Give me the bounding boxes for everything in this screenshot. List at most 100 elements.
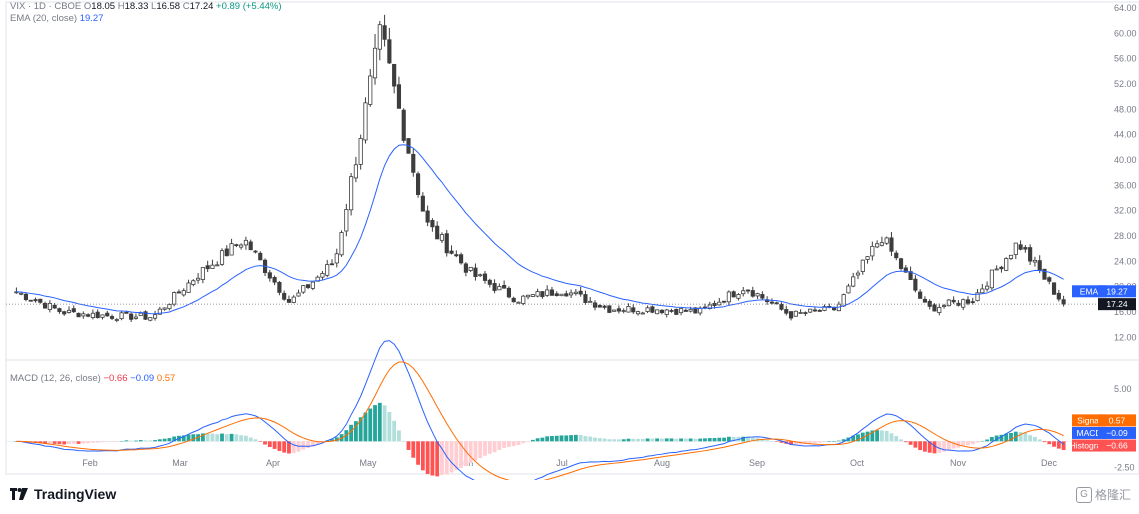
histogram-bar	[1028, 435, 1033, 442]
candle-body	[181, 290, 186, 296]
open-value: 18.05	[91, 1, 116, 12]
candle-body	[143, 311, 148, 320]
histogram-bar	[52, 441, 57, 444]
candle-body	[573, 291, 578, 294]
candle-body	[808, 308, 813, 313]
histogram-bar	[172, 436, 177, 442]
histogram-bar	[731, 436, 736, 442]
candle-body	[564, 293, 569, 297]
histogram-bar	[951, 441, 956, 449]
histogram-bar	[894, 436, 899, 442]
candle-body	[28, 299, 33, 302]
candle-body	[306, 284, 311, 288]
candle-body	[583, 294, 588, 303]
candle-body	[90, 312, 95, 318]
candle-body	[530, 294, 535, 297]
histogram-bar	[588, 436, 593, 442]
histogram-bar	[282, 441, 287, 453]
histogram-bar	[875, 430, 880, 442]
candle-body	[234, 244, 239, 247]
candle-body	[803, 312, 808, 314]
histogram-bar	[626, 438, 631, 442]
candle-body	[430, 220, 435, 228]
histogram-bar	[310, 441, 315, 447]
candle-body	[650, 306, 655, 313]
candle-body	[927, 300, 932, 307]
histogram-bar	[550, 435, 554, 442]
candle-body	[855, 272, 861, 276]
tradingview-logo-icon	[10, 488, 28, 500]
macd-line	[16, 340, 1064, 480]
histogram-bar	[1052, 441, 1056, 447]
histogram-bar	[521, 441, 526, 444]
candle-body	[607, 305, 612, 313]
histogram-bar	[430, 441, 435, 476]
candle-body	[588, 300, 593, 303]
histogram-bar	[205, 433, 210, 442]
histogram-bar	[554, 435, 559, 442]
histogram-bar	[765, 440, 770, 442]
histogram-bar	[483, 441, 487, 456]
price-axis-tick: 16.00	[1114, 307, 1137, 317]
histogram-bar	[760, 439, 765, 442]
tradingview-logo[interactable]: TradingView	[10, 486, 116, 502]
macd-badge-name: MACD	[1076, 428, 1101, 438]
histogram-bar	[621, 439, 626, 442]
candle-body	[329, 263, 335, 266]
histogram-bar	[353, 421, 358, 442]
price-legend: VIX · 1D · CBOE O18.05 H18.33 L16.58 C17…	[10, 1, 282, 12]
signal-line	[16, 361, 1064, 480]
candle-body	[76, 312, 81, 318]
candle-body	[903, 267, 908, 273]
histogram-bar	[645, 438, 650, 442]
histogram-bar	[636, 438, 640, 442]
histogram-bar	[76, 441, 81, 444]
candle-body	[1028, 247, 1033, 262]
histogram-bar	[334, 437, 339, 442]
histogram-bar	[440, 441, 444, 475]
histogram-bar	[927, 441, 932, 453]
chart-canvas[interactable]: 64.00 60.00 56.00 52.00 48.00 44.00 40.00 36.00…	[0, 0, 1139, 480]
histogram-bar	[95, 441, 100, 443]
histogram-bar	[841, 439, 846, 442]
candle-body	[932, 304, 937, 312]
histogram-bar	[578, 434, 583, 442]
histogram-bar	[224, 434, 229, 442]
candle-body	[659, 309, 665, 314]
histogram-bar	[1042, 441, 1047, 443]
macd-legend: MACD (12, 26, close) −0.66 −0.09 0.57	[10, 373, 175, 384]
candle-body	[172, 292, 177, 305]
histogram-bar	[860, 432, 865, 442]
histogram-bar	[267, 441, 272, 448]
candle-body	[301, 285, 306, 293]
histogram-bar	[980, 440, 985, 442]
price-badge-bg	[1098, 298, 1136, 311]
candle-body	[621, 310, 626, 312]
candle-body	[114, 319, 119, 321]
candle-body	[511, 297, 516, 303]
histogram-bar	[545, 436, 550, 442]
candle-body	[750, 290, 755, 297]
candle-body	[253, 250, 258, 253]
histogram-bar	[698, 438, 703, 442]
candle-body	[296, 292, 301, 297]
x-axis-tick: Feb	[82, 458, 98, 468]
candle-body	[784, 309, 789, 314]
histogram-bar	[473, 441, 478, 461]
candle-body	[851, 276, 856, 287]
histogram-bar	[110, 441, 114, 442]
close-label: C	[182, 1, 190, 12]
candle-body	[722, 300, 727, 303]
histogram-bar	[712, 438, 717, 442]
histogram-bar	[287, 441, 291, 454]
candle-body	[779, 303, 784, 310]
candle-body	[138, 312, 143, 317]
histogram-bar	[535, 438, 540, 442]
x-axis-tick: Mar	[172, 458, 188, 468]
candle-body	[243, 239, 248, 246]
x-axis-tick: Sep	[749, 458, 765, 468]
histogram-bar	[373, 405, 377, 442]
histogram-bar	[420, 441, 425, 471]
histogram-bar	[1009, 432, 1013, 442]
candle-body	[951, 299, 956, 303]
